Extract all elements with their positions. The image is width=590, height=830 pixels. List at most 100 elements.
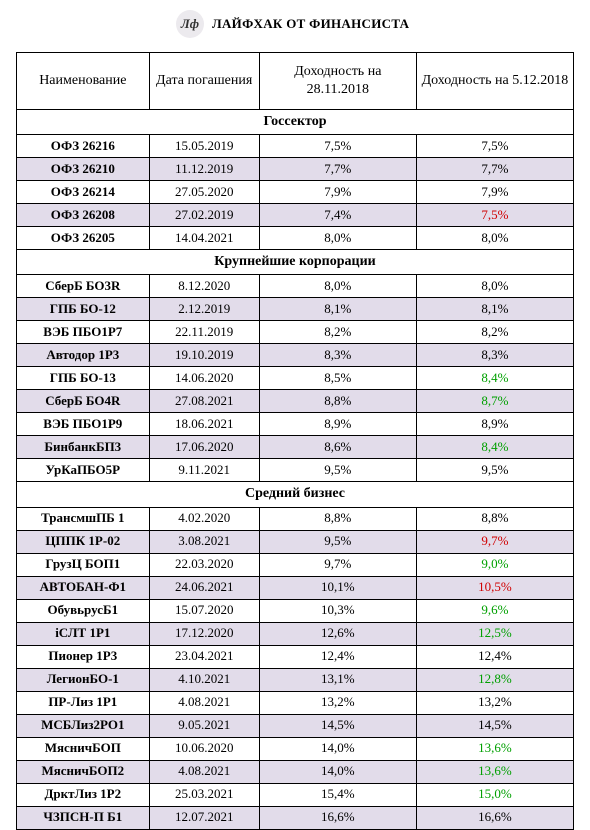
cell-date: 9.11.2021 (149, 459, 259, 482)
cell-name: ОФЗ 26210 (17, 158, 150, 181)
cell-yield-1: 9,5% (259, 530, 416, 553)
cell-yield-2: 9,5% (416, 459, 573, 482)
cell-yield-2: 12,5% (416, 622, 573, 645)
cell-name: ОФЗ 26214 (17, 181, 150, 204)
cell-date: 15.05.2019 (149, 135, 259, 158)
cell-yield-2: 15,0% (416, 783, 573, 806)
cell-yield-1: 8,5% (259, 367, 416, 390)
cell-name: ЦППК 1Р-02 (17, 530, 150, 553)
cell-yield-2: 8,1% (416, 298, 573, 321)
table-row: МясничБОП10.06.202014,0%13,6% (17, 737, 574, 760)
cell-name: Пионер 1Р3 (17, 645, 150, 668)
cell-yield-1: 8,1% (259, 298, 416, 321)
cell-name: ВЭБ ПБО1Р7 (17, 321, 150, 344)
cell-name: ОбувьрусБ1 (17, 599, 150, 622)
cell-yield-1: 13,1% (259, 668, 416, 691)
cell-name: АВТОБАН-Ф1 (17, 576, 150, 599)
section-title: Госсектор (17, 110, 574, 135)
cell-date: 19.10.2019 (149, 344, 259, 367)
table-row: ЦППК 1Р-023.08.20219,5%9,7% (17, 530, 574, 553)
section-header-row: Госсектор (17, 110, 574, 135)
cell-yield-1: 13,2% (259, 691, 416, 714)
cell-yield-2: 13,2% (416, 691, 573, 714)
table-row: ДрктЛиз 1Р225.03.202115,4%15,0% (17, 783, 574, 806)
cell-name: ГПБ БО-12 (17, 298, 150, 321)
cell-yield-1: 8,8% (259, 390, 416, 413)
table-row: ОФЗ 2621615.05.20197,5%7,5% (17, 135, 574, 158)
table-row: БинбанкБП317.06.20208,6%8,4% (17, 436, 574, 459)
cell-name: БинбанкБП3 (17, 436, 150, 459)
cell-yield-2: 14,5% (416, 714, 573, 737)
cell-yield-2: 9,6% (416, 599, 573, 622)
cell-yield-2: 16,6% (416, 806, 573, 829)
cell-name: УрКаПБО5Р (17, 459, 150, 482)
cell-yield-2: 8,8% (416, 507, 573, 530)
cell-name: МясничБОП2 (17, 760, 150, 783)
cell-name: ПР-Лиз 1Р1 (17, 691, 150, 714)
table-header-row: Наименование Дата погашения Доходность н… (17, 53, 574, 110)
table-row: ВЭБ ПБО1Р722.11.20198,2%8,2% (17, 321, 574, 344)
cell-name: ЛегионБО-1 (17, 668, 150, 691)
table-row: ГПБ БО-122.12.20198,1%8,1% (17, 298, 574, 321)
table-row: УрКаПБО5Р9.11.20219,5%9,5% (17, 459, 574, 482)
cell-date: 22.11.2019 (149, 321, 259, 344)
table-row: МСБЛиз2РО19.05.202114,5%14,5% (17, 714, 574, 737)
table-row: АВТОБАН-Ф124.06.202110,1%10,5% (17, 576, 574, 599)
cell-yield-2: 8,7% (416, 390, 573, 413)
cell-name: СберБ БО3R (17, 275, 150, 298)
cell-yield-1: 8,9% (259, 413, 416, 436)
cell-name: ОФЗ 26216 (17, 135, 150, 158)
col-yield-2: Доходность на 5.12.2018 (416, 53, 573, 110)
table-row: ОФЗ 2621427.05.20207,9%7,9% (17, 181, 574, 204)
cell-date: 27.08.2021 (149, 390, 259, 413)
table-row: ОбувьрусБ115.07.202010,3%9,6% (17, 599, 574, 622)
cell-yield-1: 8,2% (259, 321, 416, 344)
cell-name: МясничБОП (17, 737, 150, 760)
cell-date: 2.12.2019 (149, 298, 259, 321)
table-row: ОФЗ 2621011.12.20197,7%7,7% (17, 158, 574, 181)
cell-yield-1: 7,9% (259, 181, 416, 204)
cell-yield-2: 7,9% (416, 181, 573, 204)
table-row: ЛегионБО-14.10.202113,1%12,8% (17, 668, 574, 691)
col-yield-1: Доходность на 28.11.2018 (259, 53, 416, 110)
cell-date: 3.08.2021 (149, 530, 259, 553)
cell-yield-1: 10,1% (259, 576, 416, 599)
cell-yield-2: 8,4% (416, 367, 573, 390)
cell-yield-2: 8,0% (416, 275, 573, 298)
page-title: ЛАЙФХАК ОТ ФИНАНСИСТА (212, 16, 409, 32)
cell-name: ВЭБ ПБО1Р9 (17, 413, 150, 436)
cell-date: 4.08.2021 (149, 760, 259, 783)
table-row: СберБ БО4R27.08.20218,8%8,7% (17, 390, 574, 413)
cell-name: МСБЛиз2РО1 (17, 714, 150, 737)
cell-yield-1: 7,7% (259, 158, 416, 181)
section-title: Средний бизнес (17, 482, 574, 507)
table-row: ВЭБ ПБО1Р918.06.20218,9%8,9% (17, 413, 574, 436)
cell-yield-1: 14,0% (259, 737, 416, 760)
cell-yield-1: 9,7% (259, 553, 416, 576)
cell-name: iСЛТ 1Р1 (17, 622, 150, 645)
table-row: iСЛТ 1Р117.12.202012,6%12,5% (17, 622, 574, 645)
cell-date: 17.06.2020 (149, 436, 259, 459)
cell-yield-2: 8,4% (416, 436, 573, 459)
cell-date: 24.06.2021 (149, 576, 259, 599)
table-row: ОФЗ 2620514.04.20218,0%8,0% (17, 227, 574, 250)
cell-name: ГрузЦ БОП1 (17, 553, 150, 576)
cell-yield-1: 15,4% (259, 783, 416, 806)
cell-yield-2: 8,0% (416, 227, 573, 250)
cell-yield-1: 12,4% (259, 645, 416, 668)
cell-date: 4.02.2020 (149, 507, 259, 530)
cell-name: ДрктЛиз 1Р2 (17, 783, 150, 806)
logo-icon: Лф (176, 10, 204, 38)
table-row: МясничБОП24.08.202114,0%13,6% (17, 760, 574, 783)
cell-date: 9.05.2021 (149, 714, 259, 737)
cell-yield-1: 8,0% (259, 227, 416, 250)
bonds-table: Наименование Дата погашения Доходность н… (16, 52, 574, 830)
cell-yield-2: 8,2% (416, 321, 573, 344)
table-body: ГоссекторОФЗ 2621615.05.20197,5%7,5%ОФЗ … (17, 110, 574, 830)
cell-date: 10.06.2020 (149, 737, 259, 760)
table-row: ТрансмшПБ 14.02.20208,8%8,8% (17, 507, 574, 530)
cell-yield-2: 12,8% (416, 668, 573, 691)
table-head: Наименование Дата погашения Доходность н… (17, 53, 574, 110)
cell-yield-1: 8,6% (259, 436, 416, 459)
table-row: ПР-Лиз 1Р14.08.202113,2%13,2% (17, 691, 574, 714)
